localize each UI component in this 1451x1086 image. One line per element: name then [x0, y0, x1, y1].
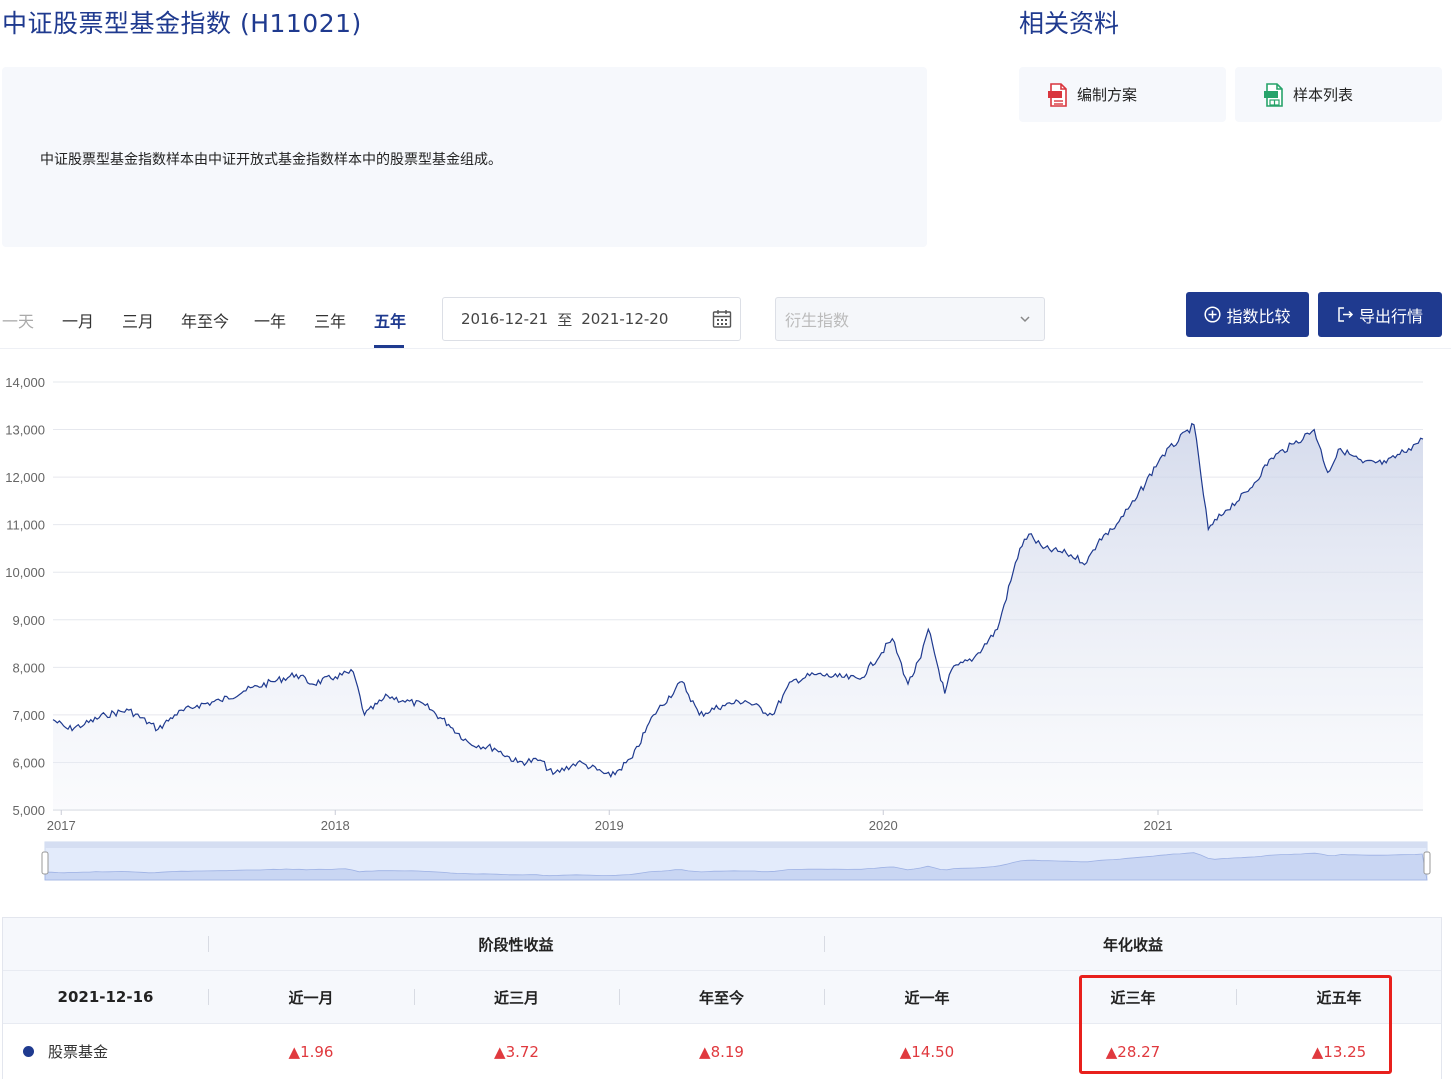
price-line — [52, 422, 1424, 779]
compare-index-button[interactable]: 指数比较 — [1186, 292, 1309, 337]
tab-3m[interactable]: 三月 — [122, 312, 155, 331]
x-tick-label: 2018 — [321, 818, 350, 833]
price-area-fill — [53, 423, 1423, 810]
y-tick-label: 6,000 — [12, 755, 45, 770]
export-quotes-button[interactable]: 导出行情 — [1318, 292, 1442, 337]
index-price-chart: 14,000 13,000 12,000 11,000 10,000 9,000 8,000… — [5, 375, 1431, 881]
navigator-left-handle — [41, 851, 49, 875]
pdf-file-icon — [1048, 82, 1067, 107]
date-range-picker[interactable]: 2016-12-21 至 2021-12-20 — [442, 297, 741, 341]
fund-name-cell: 股票基金 — [3, 1024, 208, 1079]
calendar-icon[interactable] — [712, 309, 732, 329]
tab-1y[interactable]: 一年 — [254, 312, 287, 331]
y-tick-label: 5,000 — [12, 803, 45, 818]
divider — [619, 989, 620, 1005]
start-date[interactable]: 2016-12-21 — [461, 310, 549, 328]
active-tab-indicator — [374, 345, 404, 348]
y-tick-label: 10,000 — [5, 565, 45, 580]
y-tick-label: 12,000 — [5, 470, 45, 485]
annualized-return-header: 年化收益 — [1102, 935, 1163, 954]
divider — [824, 936, 825, 952]
col-3m: 近三月 — [493, 988, 539, 1007]
table-group-header-row: 阶段性收益 年化收益 — [3, 918, 1441, 971]
y-tick-label: 8,000 — [12, 660, 45, 675]
performance-table: 阶段性收益 年化收益 2021-12-16 近一月 近三月 年至今 近一年 近三… — [2, 917, 1442, 1079]
navigator-top-bar — [45, 842, 1427, 848]
divider — [1236, 989, 1237, 1005]
return-ytd: ▲8.19 — [699, 1042, 744, 1061]
table-header-row: 2021-12-16 近一月 近三月 年至今 近一年 近三年 近五年 — [3, 971, 1441, 1024]
y-tick-label: 13,000 — [5, 423, 45, 438]
end-date[interactable]: 2021-12-20 — [581, 310, 669, 328]
return-1m: ▲1.96 — [288, 1042, 334, 1061]
y-tick-label: 9,000 — [12, 613, 45, 628]
tab-1d[interactable]: 一天 — [2, 312, 35, 331]
return-3m: ▲3.72 — [494, 1042, 539, 1061]
col-5y: 近五年 — [1316, 988, 1362, 1007]
tab-1m[interactable]: 一月 — [62, 312, 95, 331]
methodology-doc-label: 编制方案 — [1077, 86, 1138, 104]
divider — [208, 989, 209, 1005]
chevron-down-icon — [1020, 316, 1030, 323]
related-docs-title: 相关资料 — [1019, 9, 1120, 38]
divider — [208, 936, 209, 952]
col-1m: 近一月 — [288, 988, 334, 1007]
description-panel: 中证股票型基金指数样本由中证开放式基金指数样本中的股票型基金组成。 — [2, 67, 927, 247]
derivative-index-placeholder: 衍生指数 — [785, 311, 850, 330]
return-5y: ▲13.25 — [1311, 1042, 1367, 1061]
y-tick-label: 11,000 — [6, 518, 45, 533]
page-title: 中证股票型基金指数 (H11021) — [2, 9, 362, 38]
constituents-doc-button[interactable]: 样本列表 — [1235, 67, 1442, 122]
tab-5y[interactable]: 五年 — [374, 312, 407, 331]
fund-name: 股票基金 — [48, 1043, 109, 1061]
col-3y: 近三年 — [1110, 988, 1156, 1007]
table-row: 股票基金 ▲1.96 ▲3.72 ▲8.19 ▲14.50 ▲28.27 ▲13… — [3, 1024, 1441, 1079]
divider — [824, 989, 825, 1005]
description-text: 中证股票型基金指数样本由中证开放式基金指数样本中的股票型基金组成。 — [40, 152, 502, 168]
return-3y: ▲28.27 — [1105, 1042, 1161, 1061]
x-tick-label: 2021 — [1144, 818, 1173, 833]
navigator-series — [44, 852, 1428, 881]
series-dot-icon — [23, 1046, 34, 1057]
divider — [414, 989, 415, 1005]
x-tick-label: 2017 — [47, 818, 76, 833]
col-1y: 近一年 — [904, 988, 950, 1007]
return-1y: ▲14.50 — [899, 1042, 955, 1061]
compare-index-label: 指数比较 — [1226, 306, 1291, 326]
range-navigator[interactable] — [41, 841, 1431, 881]
navigator-right-handle — [1423, 851, 1431, 875]
xls-file-icon — [1264, 82, 1283, 107]
col-ytd: 年至今 — [698, 988, 744, 1007]
divider — [0, 348, 1451, 349]
annualized-highlight-box — [1079, 975, 1392, 1074]
y-tick-label: 7,000 — [12, 708, 45, 723]
x-tick-label: 2019 — [595, 818, 624, 833]
periodic-return-header: 阶段性收益 — [478, 935, 554, 954]
as-of-date: 2021-12-16 — [57, 988, 154, 1006]
tab-ytd[interactable]: 年至今 — [181, 312, 230, 331]
plus-circle-icon — [1204, 306, 1222, 323]
y-tick-label: 14,000 — [5, 375, 45, 390]
methodology-doc-button[interactable]: 编制方案 — [1019, 67, 1226, 122]
export-icon — [1338, 307, 1354, 322]
export-quotes-label: 导出行情 — [1358, 306, 1423, 326]
derivative-index-select[interactable]: 衍生指数 — [775, 297, 1045, 341]
constituents-doc-label: 样本列表 — [1293, 86, 1354, 104]
date-separator: 至 — [557, 310, 573, 329]
x-tick-label: 2020 — [869, 818, 898, 833]
tab-3y[interactable]: 三年 — [314, 312, 347, 331]
